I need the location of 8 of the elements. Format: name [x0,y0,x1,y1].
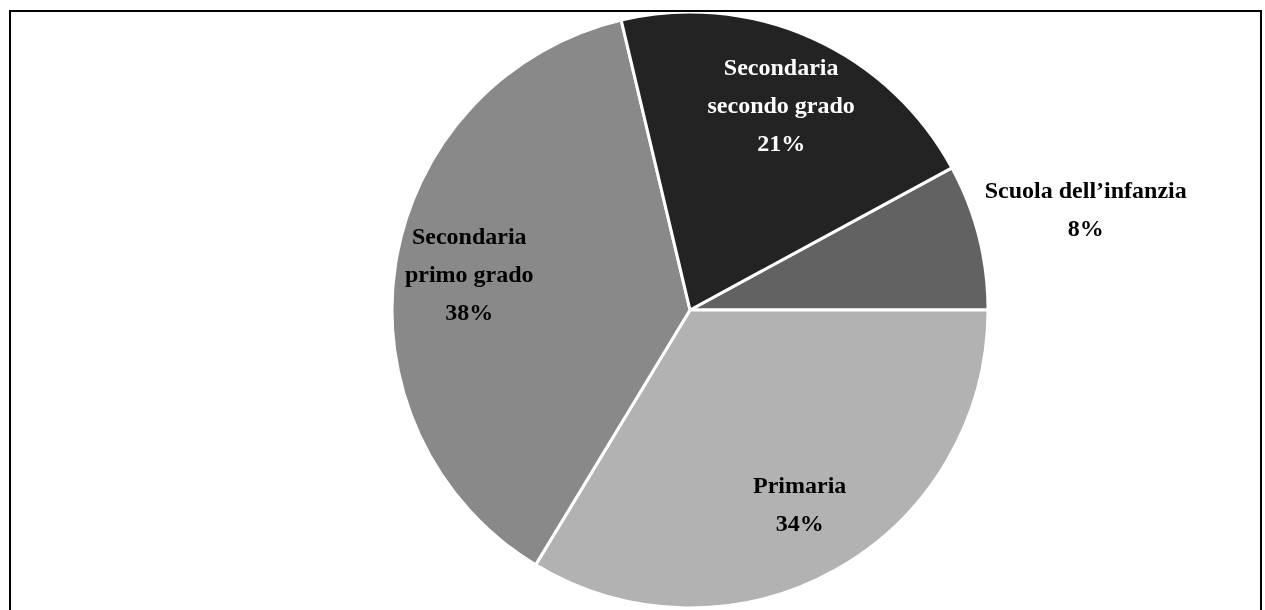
data-label: 34% [775,509,824,536]
data-label: 21% [757,129,806,156]
data-label: 38% [445,299,494,326]
slice-label: Scuola dell’infanzia [984,176,1187,203]
slice-label: Secondaria primo grado [404,223,534,288]
data-label: 8% [1067,214,1104,241]
slice-label: Secondaria secondo grado [707,53,855,118]
slice-label: Primaria [753,471,847,498]
